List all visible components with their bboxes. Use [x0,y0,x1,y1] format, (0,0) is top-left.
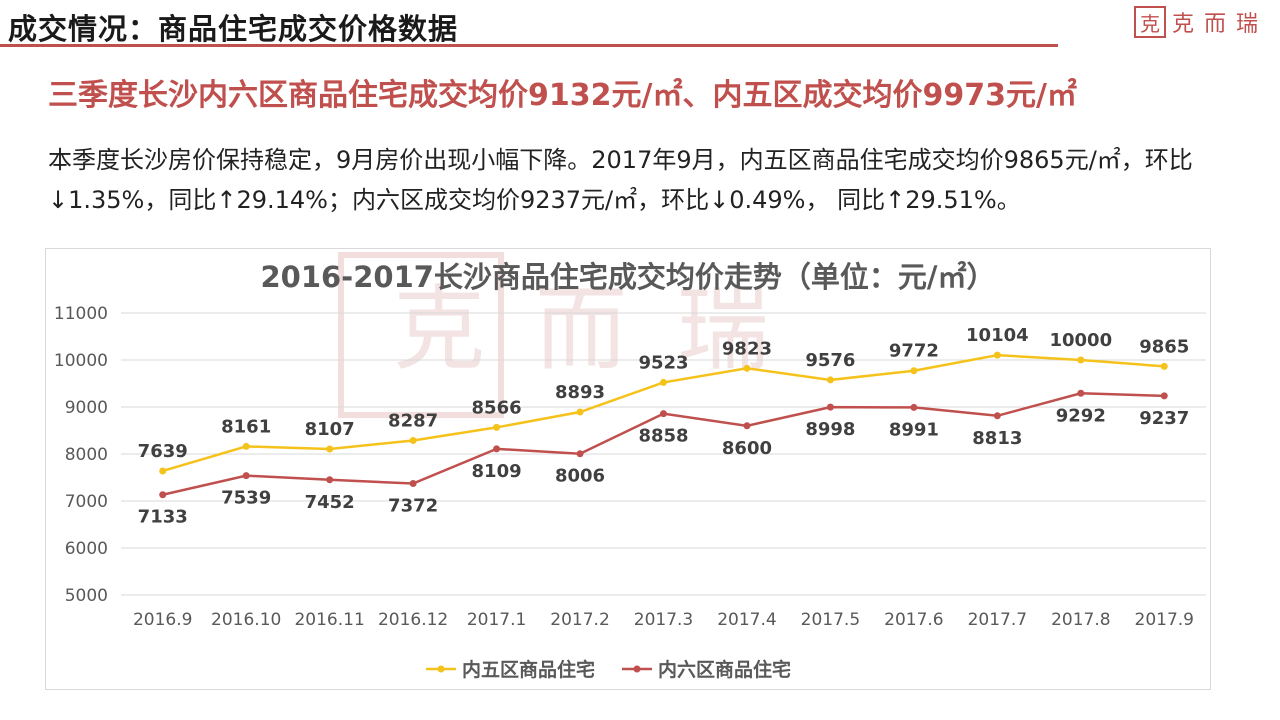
data-point [409,480,417,488]
x-tick-label: 2017.3 [634,610,693,630]
watermark-seal [338,252,504,418]
data-point [1160,362,1168,370]
legend-label: 内五区商品住宅 [462,658,595,681]
data-label: 7452 [305,492,355,513]
data-point [576,450,584,458]
data-point [993,351,1001,359]
x-tick-label: 2016.12 [378,610,448,630]
data-label: 8600 [722,438,772,459]
data-point [1077,356,1085,364]
data-label: 8109 [472,461,522,482]
data-point [242,442,250,450]
data-point [326,445,334,453]
data-label: 7133 [138,507,188,528]
data-point [743,364,751,372]
headline: 三季度长沙内六区商品住宅成交均价9132元/㎡、内五区成交均价9973元/㎡ [48,78,1077,113]
data-label: 8006 [555,466,605,487]
x-tick-label: 2017.6 [884,610,943,630]
data-label: 9237 [1139,408,1189,429]
data-point [159,491,167,499]
data-label: 9823 [722,338,772,359]
data-point [743,422,751,430]
data-point [660,378,667,386]
data-point [826,376,834,384]
header-divider [0,44,1058,47]
data-point [493,423,501,431]
x-tick-label: 2017.8 [1051,610,1110,630]
data-point [576,408,584,416]
data-label: 9523 [638,352,688,373]
x-tick-label: 2017.1 [467,610,526,630]
y-tick-label: 7000 [65,492,108,512]
x-tick-label: 2017.5 [801,610,860,630]
data-point [660,410,667,418]
x-tick-label: 2017.7 [968,610,1027,630]
y-tick-label: 5000 [65,586,108,606]
data-label: 7372 [388,496,438,517]
x-tick-label: 2016.10 [211,610,281,630]
legend-label: 内六区商品住宅 [658,658,791,681]
y-tick-label: 10000 [54,351,108,371]
data-point [409,437,417,445]
data-label: 10000 [1049,330,1112,351]
data-label: 9865 [1139,336,1189,357]
legend-marker [633,665,641,673]
chart-container: 克而瑞 2016-2017长沙商品住宅成交均价走势（单位：元/㎡） 5000 6000… [45,248,1211,690]
data-label: 8858 [638,426,688,447]
y-tick-label: 11000 [54,304,108,324]
data-point [242,472,250,480]
logo-text: 克而瑞 [1172,12,1269,37]
data-point [993,412,1001,420]
x-tick-label: 2017.4 [717,610,776,630]
page-title: 成交情况：商品住宅成交价格数据 [8,12,459,46]
data-point [1077,389,1085,397]
data-label: 7639 [138,441,188,462]
data-point [493,445,501,453]
data-label: 9772 [889,341,939,362]
data-label: 8813 [972,428,1022,449]
summary-text: 本季度长沙房价保持稳定，9月房价出现小幅下降。2017年9月，内五区商品住宅成交… [48,146,1193,214]
data-label: 8107 [305,419,355,440]
data-label: 8893 [555,382,605,403]
y-tick-label: 6000 [65,539,108,559]
data-label: 8998 [805,419,855,440]
data-label: 9292 [1056,405,1106,426]
data-point [159,467,167,475]
data-point [1160,392,1168,400]
chart-title: 2016-2017长沙商品住宅成交均价走势（单位：元/㎡） [260,260,995,294]
chart-watermark: 克而瑞 [393,276,819,383]
data-label: 8566 [472,397,522,418]
data-label: 8991 [889,419,939,440]
data-label: 8287 [388,411,438,432]
x-tick-label: 2016.11 [294,610,364,630]
data-label: 8161 [221,416,271,437]
data-point [326,476,334,484]
data-point [910,367,918,375]
brand-logo: 克 克而瑞 [1134,6,1268,38]
x-tick-label: 2017.9 [1135,610,1194,630]
legend-marker [437,665,445,673]
data-label: 9576 [805,350,855,371]
x-tick-label: 2017.2 [550,610,609,630]
data-label: 10104 [966,325,1029,346]
data-label: 7539 [221,488,271,509]
y-tick-label: 9000 [65,398,108,418]
logo-seal-icon: 克 [1134,6,1166,38]
x-tick-label: 2016.9 [133,610,192,630]
data-point [826,403,834,411]
data-point [910,403,918,411]
y-tick-label: 8000 [65,445,108,465]
